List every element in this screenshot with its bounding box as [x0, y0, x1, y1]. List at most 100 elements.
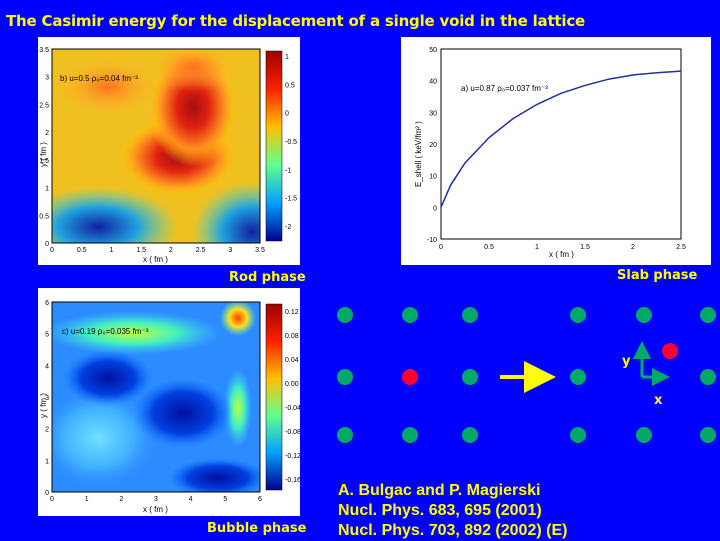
rod-xtick: 2.5 [196, 247, 206, 254]
slab-ytick: 10 [429, 174, 437, 181]
slide-title: The Casimir energy for the displacement … [6, 12, 586, 30]
rod-yticks: 0 0.5 1 1.5 2 2.5 3 3.5 [39, 47, 49, 248]
lattice-node [337, 369, 353, 385]
slab-phase-plot: 0 0.5 1 1.5 2 2.5 50 40 30 20 10 0 -10 a) u=0.87 ρ₀… [401, 37, 711, 265]
rod-colorbar-ticks: 1 0.5 0 -0.5 -1 -1.5 -2 [285, 54, 297, 231]
lattice-node [462, 369, 478, 385]
bubble-xtick: 6 [258, 496, 262, 503]
lattice-diagram [337, 307, 716, 443]
bubble-ytick: 5 [45, 332, 49, 339]
slab-ytick: 20 [429, 142, 437, 149]
bubble-xtick: 5 [223, 496, 227, 503]
bubble-colorbar-tick: -0.12 [285, 453, 300, 460]
bubble-colorbar [265, 303, 283, 491]
rod-colorbar-tick: -1.5 [285, 196, 297, 203]
rod-xticks: 0 0.5 1 1.5 2 2.5 3 3.5 [50, 247, 265, 254]
slab-ytick: 0 [433, 205, 437, 212]
rod-xlabel: x ( fm ) [143, 255, 168, 264]
reference-authors: A. Bulgac and P. Magierski [338, 482, 541, 499]
reference-line-2: Nucl. Phys. 703, 892 (2002) (E) [338, 522, 568, 539]
slab-annotation: a) u=0.87 ρ₀=0.037 fm⁻³ [461, 84, 548, 93]
slab-xtick: 2 [631, 244, 635, 251]
rod-annotation: b) u=0.5 ρ₀=0.04 fm⁻³ [60, 74, 138, 83]
rod-colorbar-tick: 1 [285, 54, 289, 61]
rod-ytick: 2 [45, 130, 49, 137]
rod-heatmap-svg: b) u=0.5 ρ₀=0.04 fm⁻³ x ( fm ) y ( fm ) … [39, 47, 297, 264]
lattice-node [636, 307, 652, 323]
bubble-ytick: 1 [45, 458, 49, 465]
lattice-dots [337, 307, 716, 443]
bubble-colorbar-ticks: 0.12 0.08 0.04 0.00 -0.04 -0.08 -0.12 -0.16 [285, 309, 301, 484]
legend-void-node [662, 343, 678, 359]
lattice-node [402, 307, 418, 323]
rod-ytick: 3 [45, 75, 49, 82]
slab-ytick: 50 [429, 47, 437, 54]
bubble-ytick: 2 [45, 427, 49, 434]
bubble-ylabel: y ( fm ) [39, 393, 48, 418]
bubble-colorbar-tick: -0.16 [285, 477, 300, 484]
slab-xtick: 2.5 [676, 244, 686, 251]
rod-xtick: 0.5 [77, 247, 87, 254]
rod-colorbar-tick: 0 [285, 111, 289, 118]
rod-xtick: 0 [50, 247, 54, 254]
lattice-node [570, 369, 586, 385]
bubble-ytick: 4 [45, 363, 49, 370]
void-node [402, 369, 418, 385]
bubble-xticks: 0 1 2 3 4 5 6 [50, 496, 262, 503]
lattice-node [402, 427, 418, 443]
bubble-xtick: 2 [119, 496, 123, 503]
bubble-colorbar-tick: -0.04 [285, 405, 300, 412]
rod-xtick: 1 [109, 247, 113, 254]
slab-xticks: 0 0.5 1 1.5 2 2.5 [439, 244, 686, 251]
rod-ytick: 2.5 [39, 102, 49, 109]
bubble-ytick: 3 [45, 395, 49, 402]
reference-block: A. Bulgac and P. Magierski Nucl. Phys. 6… [338, 481, 567, 541]
bubble-xtick: 4 [189, 496, 193, 503]
reference-line-1: Nucl. Phys. 683, 695 (2001) [338, 502, 542, 519]
rod-colorbar [265, 50, 283, 242]
slab-xtick: 0.5 [484, 244, 494, 251]
bubble-yticks: 0 1 2 3 4 5 6 [45, 300, 49, 497]
rod-colorbar-tick: 0.5 [285, 82, 295, 89]
bubble-xtick: 0 [50, 496, 54, 503]
rod-colorbar-tick: -0.5 [285, 139, 297, 146]
bubble-phase-plot: c) u=0.19 ρ₀=0.035 fm⁻³ x ( fm ) y ( fm … [38, 288, 301, 516]
rod-ytick: 0.5 [39, 213, 49, 220]
slab-xtick: 1.5 [580, 244, 590, 251]
slab-ylabel: E_shell ( keV/fm² ) [414, 121, 423, 187]
bubble-heatmap-svg: c) u=0.19 ρ₀=0.035 fm⁻³ x ( fm ) y ( fm … [39, 300, 301, 514]
slab-yticks: 50 40 30 20 10 0 -10 [427, 47, 437, 244]
slab-series-line [440, 70, 682, 208]
lattice-x-label: x [654, 393, 663, 408]
bubble-colorbar-tick: -0.08 [285, 429, 300, 436]
lattice-node [636, 427, 652, 443]
bubble-phase-caption: Bubble phase [207, 521, 307, 536]
rod-ytick: 1 [45, 186, 49, 193]
slab-ytick: 30 [429, 110, 437, 117]
lattice-node [700, 427, 716, 443]
rod-phase-plot: b) u=0.5 ρ₀=0.04 fm⁻³ x ( fm ) y ( fm ) … [38, 37, 300, 265]
rod-ylabel: y ( fm ) [39, 142, 48, 167]
lattice-node [570, 427, 586, 443]
bubble-colorbar-tick: 0.04 [285, 357, 299, 364]
bubble-colorbar-tick: 0.12 [285, 309, 299, 316]
lattice-node [337, 427, 353, 443]
slab-xtick: 1 [535, 244, 539, 251]
lattice-y-label: y [622, 354, 631, 369]
rod-xtick: 2 [169, 247, 173, 254]
slab-ytick: 40 [429, 79, 437, 86]
slab-xtick: 0 [439, 244, 443, 251]
slab-ytick: -10 [427, 237, 437, 244]
bubble-xtick: 3 [154, 496, 158, 503]
rod-colorbar-tick: -1 [285, 167, 291, 174]
rod-phase-caption: Rod phase [229, 270, 306, 285]
bubble-ytick: 0 [45, 490, 49, 497]
lattice-node [462, 307, 478, 323]
bubble-xtick: 1 [85, 496, 89, 503]
lattice-node [700, 369, 716, 385]
lattice-node [570, 307, 586, 323]
rod-xtick: 1.5 [136, 247, 146, 254]
rod-colorbar-tick: -2 [285, 224, 291, 231]
bubble-xlabel: x ( fm ) [143, 505, 168, 514]
